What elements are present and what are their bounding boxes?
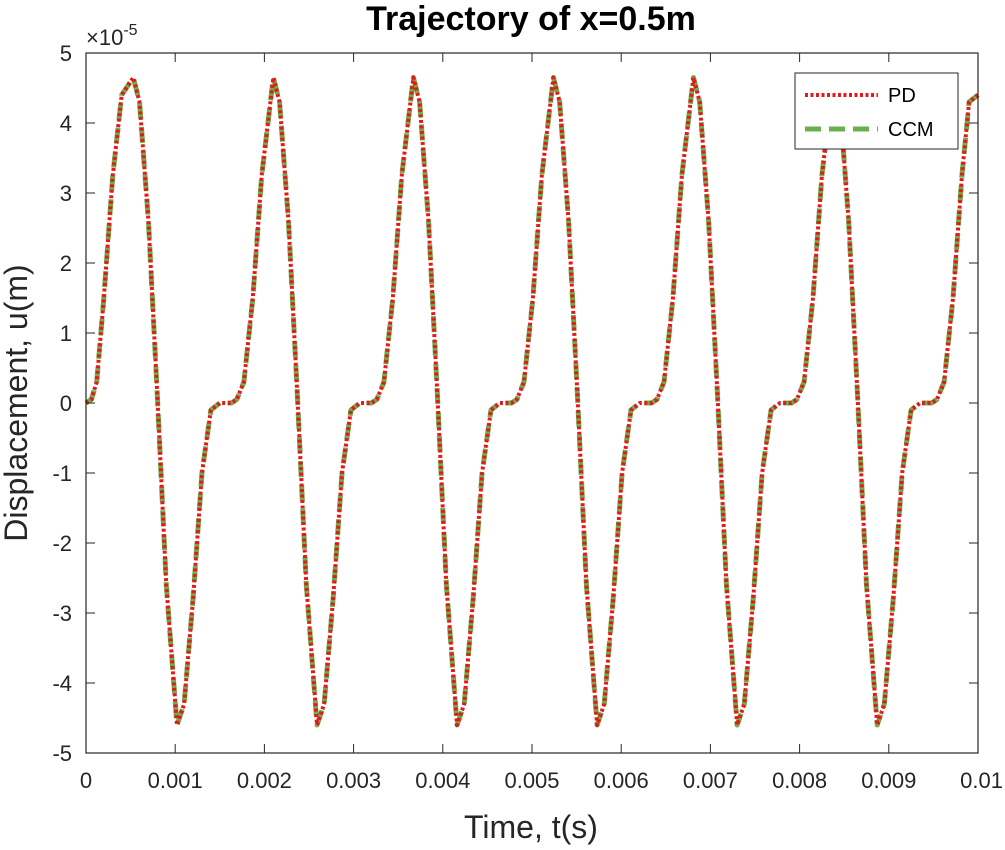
y-exponent-base: ×10 (86, 25, 123, 50)
x-tick-label: 0.004 (415, 768, 470, 793)
x-tick-label: 0.009 (861, 768, 916, 793)
x-tick-label: 0.008 (772, 768, 827, 793)
legend-box (794, 72, 959, 150)
y-exponent-label: ×10-5 (86, 22, 138, 50)
y-exponent-power: -5 (123, 22, 137, 39)
x-tick-label: 0.01 (960, 768, 1003, 793)
x-tick-label: 0.001 (148, 768, 203, 793)
x-tick-label: 0.006 (594, 768, 649, 793)
y-tick-label: -2 (52, 531, 72, 556)
chart-title: Trajectory of x=0.5m (366, 0, 696, 38)
y-axis-title: Displacement, u(m) (0, 264, 34, 541)
y-tick-label: -4 (52, 671, 72, 696)
x-axis-title: Time, t(s) (464, 809, 598, 845)
x-tick-label: 0.003 (326, 768, 381, 793)
legend-label-pd: PD (888, 85, 916, 107)
x-tick-label: 0.007 (683, 768, 738, 793)
x-tick-label: 0.002 (237, 768, 292, 793)
y-tick-label: 1 (60, 321, 72, 346)
y-tick-label: -3 (52, 601, 72, 626)
series-line-pd (84, 75, 980, 727)
legend-label-ccm: CCM (888, 119, 934, 141)
y-tick-label: 5 (60, 41, 72, 66)
svg-text:×10-5: ×10-5 (86, 22, 138, 50)
y-tick-label: 0 (60, 391, 72, 416)
x-tick-label: 0 (80, 768, 92, 793)
x-axis-ticks: 0 0.001 0.002 0.003 0.004 0.005 0.006 0.007 0.00… (80, 53, 1003, 793)
y-tick-label: 2 (60, 251, 72, 276)
y-tick-label: -1 (52, 461, 72, 486)
legend: PD CCM (794, 72, 959, 150)
y-tick-label: 4 (60, 111, 72, 136)
y-axis-ticks: -5 -4 -3 -2 -1 0 1 2 3 4 5 (52, 41, 978, 766)
x-tick-label: 0.005 (504, 768, 559, 793)
y-tick-label: 3 (60, 181, 72, 206)
y-tick-label: -5 (52, 741, 72, 766)
